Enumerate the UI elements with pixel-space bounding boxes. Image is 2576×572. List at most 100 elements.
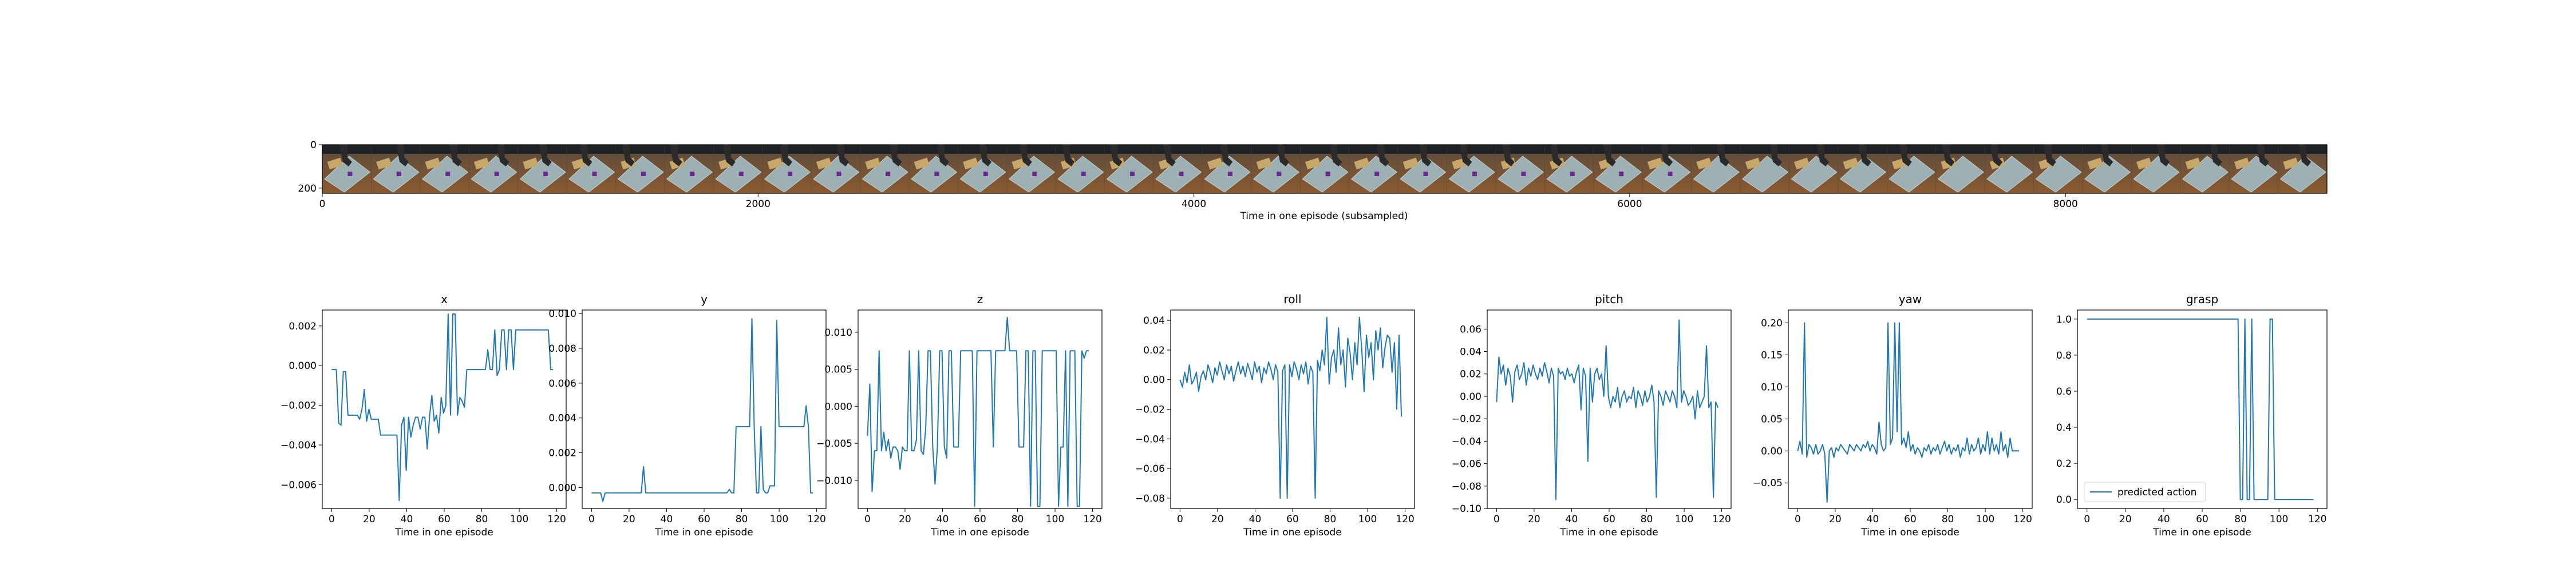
- x-axis-label: Time in one episode: [2152, 527, 2251, 538]
- x-tick-label: 60: [2196, 514, 2208, 525]
- x-tick-label: 100: [1358, 514, 1377, 525]
- y-tick-label: 0.04: [1460, 347, 1481, 358]
- x-tick-label: 0: [2084, 514, 2090, 525]
- x-tick-label: 120: [1712, 514, 1730, 525]
- filmstrip-frame: [1202, 145, 1252, 193]
- x-tick-label: 0: [1795, 514, 1801, 525]
- filmstrip-frame: [1153, 145, 1203, 193]
- filmstrip-frame: [2033, 145, 2083, 193]
- x-tick-label: 100: [770, 514, 788, 525]
- filmstrip-frame: [2180, 145, 2230, 193]
- chart-roll: roll 0 20 40 60 80 100 120 −0.08 −0.06 −0.04 −0.02 0…: [1135, 292, 1415, 538]
- filmstrip-frame: [1104, 145, 1154, 193]
- y-tick-label: −0.08: [1135, 493, 1165, 505]
- filmstrip-frame: [1349, 145, 1398, 193]
- x-tick-label: 100: [1046, 514, 1064, 525]
- filmstrip-frame: [1593, 145, 1643, 193]
- y-tick-label: 0.006: [548, 378, 576, 390]
- filmstrip-frame: [1691, 145, 1741, 193]
- x-tick-label: 80: [476, 514, 488, 525]
- legend-box: [2084, 482, 2206, 502]
- filmstrip-frame: [1055, 145, 1105, 193]
- filmstrip-x-tick-label: 2000: [746, 198, 771, 210]
- filmstrip-frame: [811, 145, 861, 193]
- x-tick-label: 40: [661, 514, 673, 525]
- series-line-z: [867, 316, 1089, 507]
- y-tick-label: 0.0: [2056, 494, 2072, 506]
- x-tick-label: 0: [1494, 514, 1500, 525]
- filmstrip-frame: [322, 145, 372, 193]
- chart-y: y 0 20 40 60 80 100 120 0.000 0.002 0.004 0.006 0.00…: [548, 292, 827, 538]
- y-tick-label: −0.06: [1135, 463, 1165, 475]
- x-tick-label: 20: [1528, 514, 1540, 525]
- y-tick-label: −0.005: [816, 438, 852, 450]
- y-tick-label: 0.00: [1460, 391, 1481, 403]
- x-tick-label: 20: [363, 514, 376, 525]
- axes-frame: [858, 309, 1103, 509]
- axes-frame: [1170, 309, 1415, 509]
- chart-yaw: yaw 0 20 40 60 80 100 120 −0.05 0.00 0.05 0.10 0.15 0…: [1753, 292, 2033, 538]
- x-tick-label: 120: [1396, 514, 1414, 525]
- y-tick-label: 1.0: [2056, 314, 2072, 325]
- x-tick-label: 60: [974, 514, 986, 525]
- filmstrip-frame: [664, 145, 714, 193]
- filmstrip-frame: [615, 145, 665, 193]
- y-tick-label: −0.04: [1452, 436, 1481, 447]
- filmstrip-frame: [713, 145, 763, 193]
- axes-frame: [582, 309, 827, 509]
- chart-title: grasp: [2186, 292, 2218, 306]
- x-tick-label: 40: [2158, 514, 2170, 525]
- x-tick-label: 80: [736, 514, 748, 525]
- y-tick-label: −0.02: [1135, 404, 1165, 416]
- action-charts: x0 20 40 60 80 100 120−0.006−0.004−0.0020.0000…: [280, 292, 2328, 538]
- x-tick-label: 20: [2119, 514, 2132, 525]
- filmstrip-frame: [468, 145, 519, 193]
- chart-pitch: pitch 0 20 40 60 80 100 120 −0.10 −0.08 −0.06 −0.04…: [1452, 292, 1732, 538]
- series-line-roll: [1179, 316, 1402, 499]
- x-tick-label: 60: [1603, 514, 1615, 525]
- chart-x: x 0 20 40 60 80 100 120 −0.006 −0.004 −0.002 0.000 0…: [280, 292, 567, 538]
- x-tick-label: 120: [547, 514, 566, 525]
- x-tick-label: 0: [864, 514, 871, 525]
- filmstrip-frame: [2229, 145, 2279, 193]
- y-tick-label: 0.02: [1460, 369, 1481, 380]
- axes-frame: [2077, 309, 2328, 509]
- y-tick-label: 0.00: [1761, 446, 1783, 457]
- filmstrip-frame: [958, 145, 1008, 193]
- y-tick-label: 0.000: [824, 401, 852, 412]
- x-tick-label: 80: [1641, 514, 1653, 525]
- filmstrip-frame: [2278, 145, 2327, 193]
- filmstrip-frame: [860, 145, 910, 193]
- y-tick-label: 0.4: [2056, 422, 2072, 434]
- legend: predicted action: [2084, 482, 2206, 502]
- x-tick-label: 120: [2013, 514, 2032, 525]
- x-tick-label: 40: [1867, 514, 1879, 525]
- y-tick-label: 0.000: [289, 360, 317, 372]
- chart-title: pitch: [1595, 292, 1623, 306]
- y-tick-label: 0.02: [1143, 345, 1165, 356]
- y-tick-label: −0.004: [280, 440, 317, 451]
- x-tick-label: 120: [2308, 514, 2326, 525]
- filmstrip-frame: [908, 145, 958, 193]
- legend-label: predicted action: [2117, 487, 2196, 498]
- x-tick-label: 20: [1829, 514, 1842, 525]
- y-tick-label: 0.04: [1143, 315, 1165, 327]
- x-axis-label: Time in one episode: [654, 527, 753, 538]
- filmstrip-y-tick-label: 200: [298, 183, 317, 194]
- filmstrip-frame: [1984, 145, 2034, 193]
- x-tick-label: 100: [510, 514, 528, 525]
- x-tick-label: 40: [1566, 514, 1578, 525]
- filmstrip-frame: [517, 145, 567, 193]
- filmstrip-frame: [1495, 145, 1545, 193]
- filmstrip-xlabel: Time in one episode (subsampled): [1239, 210, 1408, 222]
- filmstrip-frame: [1935, 145, 1985, 193]
- y-tick-label: −0.05: [1753, 478, 1783, 489]
- x-tick-label: 0: [588, 514, 595, 525]
- filmstrip-frame: [1544, 145, 1594, 193]
- filmstrip-frame: [1299, 145, 1350, 193]
- x-tick-label: 40: [401, 514, 413, 525]
- y-tick-label: −0.002: [280, 400, 317, 412]
- x-tick-label: 0: [1177, 514, 1183, 525]
